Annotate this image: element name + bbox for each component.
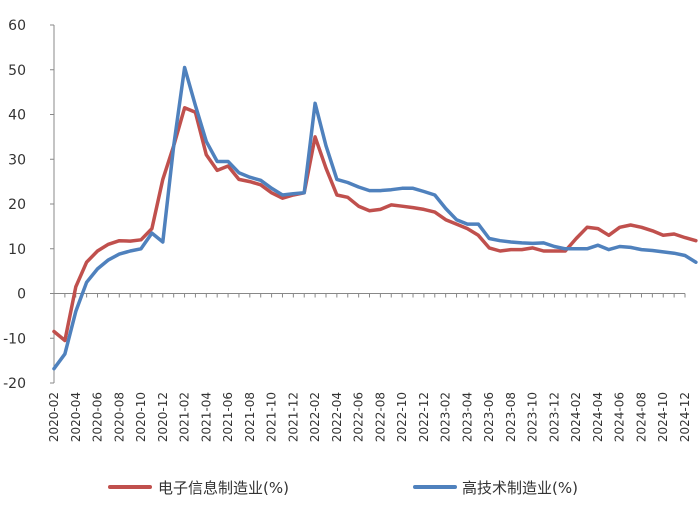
x-tick-label: 2022-06 [352, 392, 366, 442]
series-lines [52, 65, 698, 371]
x-tick-label: 2021-04 [199, 392, 213, 442]
y-axis: -20 -10 0 10 20 30 40 50 60 [3, 18, 55, 392]
x-tick-label: 2021-02 [178, 392, 192, 442]
y-tick-label: 40 [8, 108, 26, 124]
x-tick-label: 2020-12 [156, 392, 170, 442]
x-axis: 2020-02 2020-04 2020-06 2020-08 2020-10 2020-… [47, 293, 692, 442]
x-tick-label: 2023-08 [504, 392, 518, 442]
x-tick-label: 2020-02 [47, 392, 61, 442]
x-tick-label: 2021-08 [243, 392, 257, 442]
x-tick-label: 2022-10 [395, 392, 409, 442]
x-tick-label: 2024-02 [569, 392, 583, 442]
x-tick-label: 2021-10 [265, 392, 279, 442]
y-tick-label: 20 [8, 197, 26, 213]
x-tick-label: 2023-04 [460, 392, 474, 442]
x-tick-label: 2023-06 [482, 392, 496, 442]
y-tick-label: 10 [8, 242, 26, 258]
y-tick-label: -20 [3, 376, 26, 392]
y-tick-label: 50 [8, 63, 26, 79]
x-tick-label: 2023-10 [526, 392, 540, 442]
y-tick-label: 60 [8, 18, 26, 34]
x-tick-label: 2022-08 [373, 392, 387, 442]
x-tick-label: 2023-02 [439, 392, 453, 442]
x-tick-label: 2024-04 [591, 392, 605, 442]
x-tick-label: 2024-12 [678, 392, 692, 442]
legend-label: 电子信息制造业(%) [158, 479, 289, 497]
x-tick-label: 2020-10 [134, 392, 148, 442]
y-tick-label: 30 [8, 152, 26, 168]
x-tick-label: 2023-12 [547, 392, 561, 442]
series-line-high-tech-manufacturing [52, 65, 698, 371]
x-tick-label: 2024-06 [613, 392, 627, 442]
x-tick-label: 2020-08 [112, 392, 126, 442]
series-line-electronic-info-manufacturing [52, 106, 698, 343]
y-tick-label: 0 [17, 287, 26, 303]
x-tick-label: 2024-08 [634, 392, 648, 442]
x-tick-label: 2022-12 [417, 392, 431, 442]
x-tick-label: 2022-04 [330, 392, 344, 442]
x-tick-label: 2022-02 [308, 392, 322, 442]
x-tick-label: 2021-12 [286, 392, 300, 442]
x-tick-label: 2024-10 [656, 392, 670, 442]
y-tick-label: -10 [3, 331, 26, 347]
x-tick-label: 2020-04 [69, 392, 83, 442]
x-tick-label: 2020-06 [91, 392, 105, 442]
x-tick-label: 2021-06 [221, 392, 235, 442]
legend-label: 高技术制造业(%) [462, 479, 578, 497]
legend: 电子信息制造业(%) 高技术制造业(%) [108, 479, 578, 497]
